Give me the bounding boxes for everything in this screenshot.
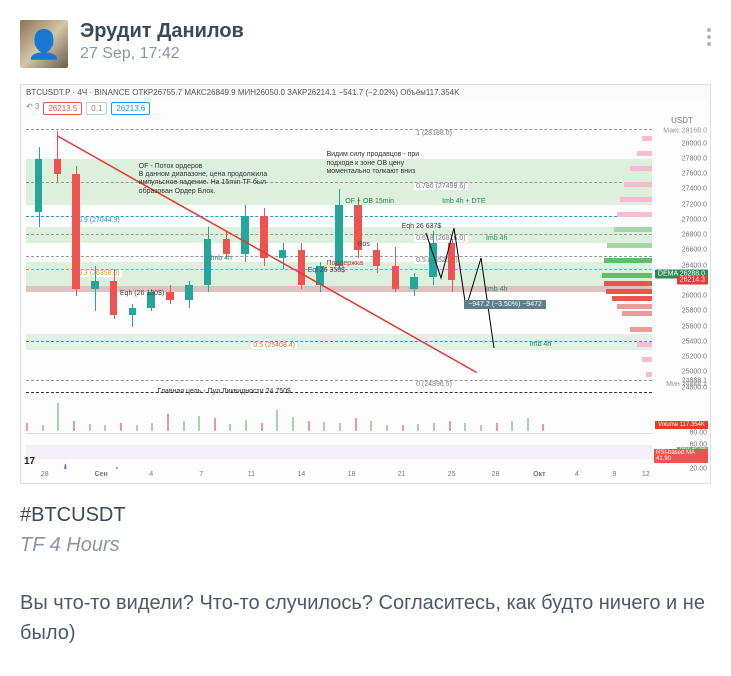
price-scale: USDT 28000.027800.027600.027400.027200.0… [654, 113, 710, 403]
chart-header: BTCUSDT.P · 4Ч · BINANCE ОТКР26755.7 МАК… [21, 85, 710, 100]
body-paragraph: Вы что-то видели? Что-то случилось? Согл… [20, 588, 711, 648]
rsi-scale: 80.0060.0040.0020.00RSI 45.23RSI-based M… [654, 433, 710, 469]
volume-pane: Volume 117.354K [26, 403, 652, 431]
tradingview-logo-icon: 17 [24, 456, 35, 467]
timestamp: 27 Sep, 17:42 [80, 45, 244, 63]
post-container: 👤 Эрудит Данилов 27 Sep, 17:42 BTCUSDT.P… [0, 0, 731, 668]
post-header: 👤 Эрудит Данилов 27 Sep, 17:42 [20, 20, 711, 68]
chart[interactable]: BTCUSDT.P · 4Ч · BINANCE ОТКР26755.7 МАК… [20, 84, 711, 484]
rsi-pane [26, 433, 652, 469]
hashtag[interactable]: #BTCUSDT [20, 500, 711, 530]
author-block: Эрудит Данилов 27 Sep, 17:42 [80, 20, 244, 63]
usdt-label: USDT [654, 113, 710, 125]
author-name[interactable]: Эрудит Данилов [80, 20, 244, 43]
tf-line: TF 4 Hours [20, 530, 711, 560]
main-chart-area[interactable]: 1 (28188.0)0.786 (27499.6)0.9 (27044.9)0… [26, 113, 652, 403]
volume-profile [602, 113, 652, 403]
avatar[interactable]: 👤 [20, 20, 68, 68]
post-body: #BTCUSDT TF 4 Hours Вы что-то видели? Чт… [20, 500, 711, 648]
more-icon[interactable] [707, 28, 711, 46]
time-axis: 28Сен47111418212528Окт4912 [26, 471, 652, 483]
